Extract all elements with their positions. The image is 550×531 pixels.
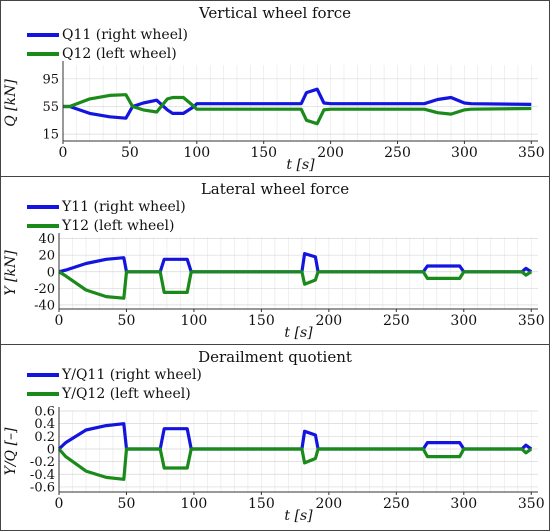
legend: Y/Q11 (right wheel) Y/Q12 (left wheel): [27, 365, 202, 403]
x-axis-label: t [s]: [284, 325, 313, 341]
y-tick-label: 15: [42, 128, 59, 143]
series-line: [63, 87, 532, 120]
legend-item: Y12 (left wheel): [27, 216, 186, 235]
x-tick-label: 50: [121, 145, 139, 161]
x-tick-label: 0: [59, 145, 68, 161]
x-tick-label: 50: [118, 313, 136, 329]
y-tick-label: 0.6: [34, 405, 55, 420]
y-tick-label: 0: [47, 442, 55, 457]
legend-label: Q12 (left wheel): [62, 45, 177, 62]
x-tick-label: 150: [250, 145, 277, 161]
panel-derailment-quotient: Derailment quotient Y/Q11 (right wheel) …: [1, 344, 549, 531]
legend: Q11 (right wheel) Q12 (left wheel): [27, 25, 188, 63]
x-tick-label: 250: [383, 496, 410, 512]
legend-label: Y12 (left wheel): [62, 217, 175, 234]
y-tick-label: 20: [38, 249, 55, 264]
y-tick-label: -0.2: [30, 455, 55, 470]
chart-title: Derailment quotient: [198, 348, 352, 366]
x-tick-label: 200: [317, 145, 344, 161]
y-axis-label: Q [kN]: [3, 79, 19, 127]
legend-swatch: [27, 204, 59, 209]
y-tick-label: -0.6: [30, 480, 55, 495]
y-tick-label: 95: [42, 72, 59, 87]
x-tick-label: 150: [248, 313, 275, 329]
y-tick-label: -20: [34, 282, 55, 297]
x-tick-label: 350: [518, 145, 545, 161]
legend-item: Y11 (right wheel): [27, 197, 186, 216]
panel-vertical-wheel-force: Vertical wheel force Q11 (right wheel) Q…: [1, 1, 549, 176]
y-axis-label: Y/Q [–]: [3, 427, 19, 475]
legend-swatch: [27, 391, 59, 396]
x-tick-label: 100: [183, 145, 210, 161]
x-tick-label: 250: [383, 313, 410, 329]
x-tick-label: 0: [55, 313, 64, 329]
x-tick-label: 100: [181, 313, 208, 329]
legend: Y11 (right wheel) Y12 (left wheel): [27, 197, 186, 235]
x-tick-label: 0: [55, 496, 64, 512]
x-tick-label: 350: [518, 496, 545, 512]
panel-lateral-wheel-force: Lateral wheel force Y11 (right wheel) Y1…: [1, 176, 549, 345]
y-tick-label: 0: [47, 265, 55, 280]
x-tick-label: 300: [450, 496, 477, 512]
x-tick-label: 300: [451, 145, 478, 161]
x-tick-label: 200: [315, 496, 342, 512]
chart-title: Vertical wheel force: [198, 4, 352, 22]
y-axis-label: Y [kN]: [3, 250, 19, 296]
x-tick-label: 200: [315, 313, 342, 329]
x-axis-label: t [s]: [284, 508, 313, 524]
x-tick-label: 50: [118, 496, 136, 512]
series-line: [63, 93, 532, 126]
x-tick-label: 300: [450, 313, 477, 329]
legend-item: Q11 (right wheel): [27, 25, 188, 44]
chart-derailment-quotient: 0 50 100 150 200 250 300 350-0.6-0.4-0.200.20.4…: [3, 405, 545, 525]
legend-swatch: [27, 51, 59, 56]
series-line: [58, 270, 533, 300]
y-tick-label: 0.4: [34, 417, 55, 432]
series-line: [57, 447, 533, 481]
chart-vertical-force: 0 50 100 150 200 250 300 350 15 55 95 t [s] Q [kN]: [3, 61, 545, 173]
y-tick-label: 0.2: [34, 430, 55, 445]
x-tick-label: 250: [384, 145, 411, 161]
chart-title: Lateral wheel force: [200, 180, 350, 198]
legend-label: Y11 (right wheel): [62, 198, 186, 215]
x-tick-label: 150: [248, 496, 275, 512]
legend-label: Y/Q11 (right wheel): [62, 366, 202, 383]
legend-label: Y/Q12 (left wheel): [62, 385, 191, 402]
legend-item: Y/Q12 (left wheel): [27, 384, 202, 403]
y-tick-label: 40: [38, 232, 55, 247]
y-tick-label: -40: [34, 298, 55, 313]
x-axis-label: t [s]: [286, 157, 315, 173]
legend-swatch: [27, 223, 59, 228]
legend-item: Y/Q11 (right wheel): [27, 365, 202, 384]
x-tick-label: 100: [181, 496, 208, 512]
legend-item: Q12 (left wheel): [27, 44, 188, 63]
series-line: [58, 251, 533, 274]
y-tick-label: 55: [42, 100, 59, 115]
legend-swatch: [27, 32, 59, 37]
legend-label: Q11 (right wheel): [62, 26, 188, 43]
x-tick-label: 350: [518, 313, 545, 329]
legend-swatch: [27, 372, 59, 377]
y-tick-label: -0.4: [30, 468, 55, 483]
